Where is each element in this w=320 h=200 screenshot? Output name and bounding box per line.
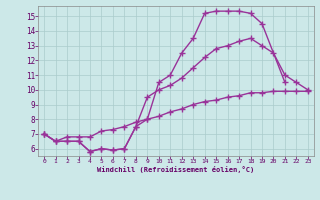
- X-axis label: Windchill (Refroidissement éolien,°C): Windchill (Refroidissement éolien,°C): [97, 166, 255, 173]
